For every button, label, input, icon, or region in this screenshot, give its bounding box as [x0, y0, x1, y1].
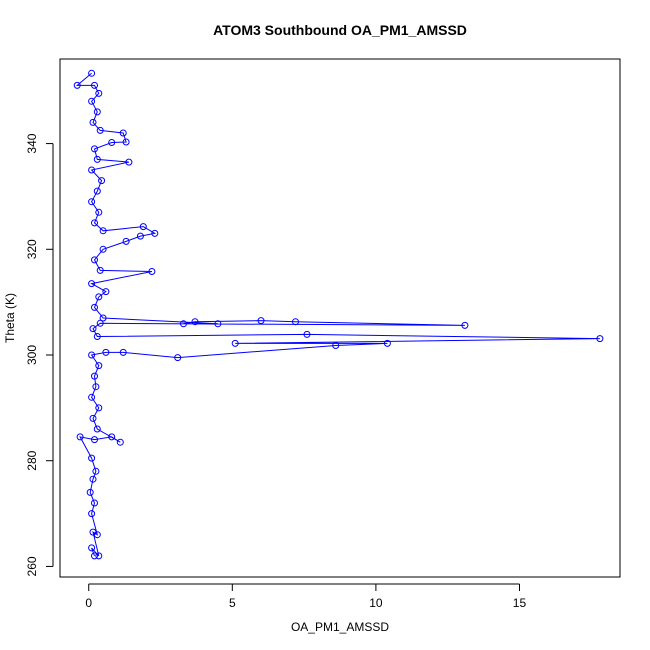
data-point: [88, 510, 96, 518]
data-point: [93, 333, 101, 340]
data-point: [136, 232, 144, 240]
data-point: [151, 229, 159, 237]
data-point: [214, 320, 222, 328]
data-point: [99, 245, 107, 253]
data-point: [91, 81, 98, 89]
data-point: [180, 320, 187, 328]
data-point: [88, 351, 96, 359]
data-point: [93, 425, 101, 433]
data-point: [73, 81, 81, 89]
data-point: [99, 314, 107, 322]
data-point: [89, 325, 97, 333]
x-tick-label: 0: [85, 596, 92, 610]
data-point: [92, 467, 100, 475]
data-point: [116, 438, 124, 446]
data-point: [93, 187, 101, 195]
data-point: [91, 303, 98, 311]
y-tick-label: 300: [25, 345, 39, 365]
series-layer: [73, 69, 604, 560]
y-tick-label: 260: [25, 556, 39, 576]
data-point: [96, 126, 104, 134]
data-point: [122, 237, 130, 245]
data-point: [91, 145, 98, 153]
data-point: [88, 166, 96, 174]
x-tick-label: 15: [513, 596, 527, 610]
data-point: [383, 339, 391, 347]
data-point: [91, 552, 98, 560]
data-point: [303, 330, 311, 338]
series-line: [75, 72, 600, 557]
data-point: [86, 488, 94, 496]
data-point: [89, 414, 97, 422]
data-point: [93, 155, 101, 163]
data-point: [119, 129, 127, 137]
data-point: [95, 293, 103, 301]
chart-title: ATOM3 Southbound OA_PM1_AMSSD: [213, 22, 467, 38]
data-point: [191, 318, 199, 326]
data-point: [231, 339, 239, 347]
data-point: [95, 404, 103, 412]
data-point: [95, 208, 103, 216]
data-point: [102, 288, 110, 296]
data-point: [95, 362, 103, 370]
data-point: [95, 552, 103, 560]
data-point: [99, 227, 107, 235]
data-point: [461, 321, 469, 329]
plot-frame: [59, 58, 621, 578]
x-axis: 0 5 10 15: [85, 583, 527, 610]
data-point: [148, 268, 156, 275]
data-point: [93, 108, 101, 116]
data-point: [91, 499, 98, 507]
y-axis: 260 280 300 320 340: [25, 133, 54, 576]
data-point: [108, 433, 116, 441]
data-point: [102, 348, 110, 356]
data-point: [88, 97, 96, 105]
data-point: [88, 393, 96, 401]
y-tick-label: 340: [25, 133, 39, 153]
data-point: [108, 139, 116, 146]
data-point: [89, 118, 97, 126]
x-axis-label: OA_PM1_AMSSD: [291, 620, 389, 634]
data-point: [292, 318, 299, 326]
data-point: [122, 138, 130, 146]
y-tick-label: 320: [25, 239, 39, 259]
data-point: [91, 372, 98, 380]
data-point: [174, 354, 182, 362]
data-point: [88, 198, 96, 206]
data-point: [91, 256, 98, 264]
y-axis-label: Theta (K): [3, 293, 17, 343]
data-point: [96, 319, 104, 327]
data-point: [95, 89, 103, 97]
data-point: [257, 317, 265, 325]
data-point: [88, 69, 96, 77]
x-tick-label: 10: [369, 596, 383, 610]
y-tick-label: 280: [25, 450, 39, 470]
data-point: [91, 436, 98, 444]
data-point: [332, 342, 340, 349]
data-point: [98, 177, 106, 185]
data-point: [119, 348, 127, 356]
data-point: [88, 544, 96, 552]
data-point: [93, 531, 101, 539]
data-point: [139, 223, 147, 231]
data-point: [596, 335, 604, 343]
data-point: [96, 266, 104, 274]
data-point: [89, 475, 97, 483]
data-point: [88, 280, 96, 288]
data-point: [76, 433, 84, 441]
data-point: [92, 383, 100, 391]
data-point: [88, 454, 96, 462]
x-tick-label: 5: [229, 596, 236, 610]
data-point: [91, 219, 98, 227]
data-point: [125, 158, 133, 166]
